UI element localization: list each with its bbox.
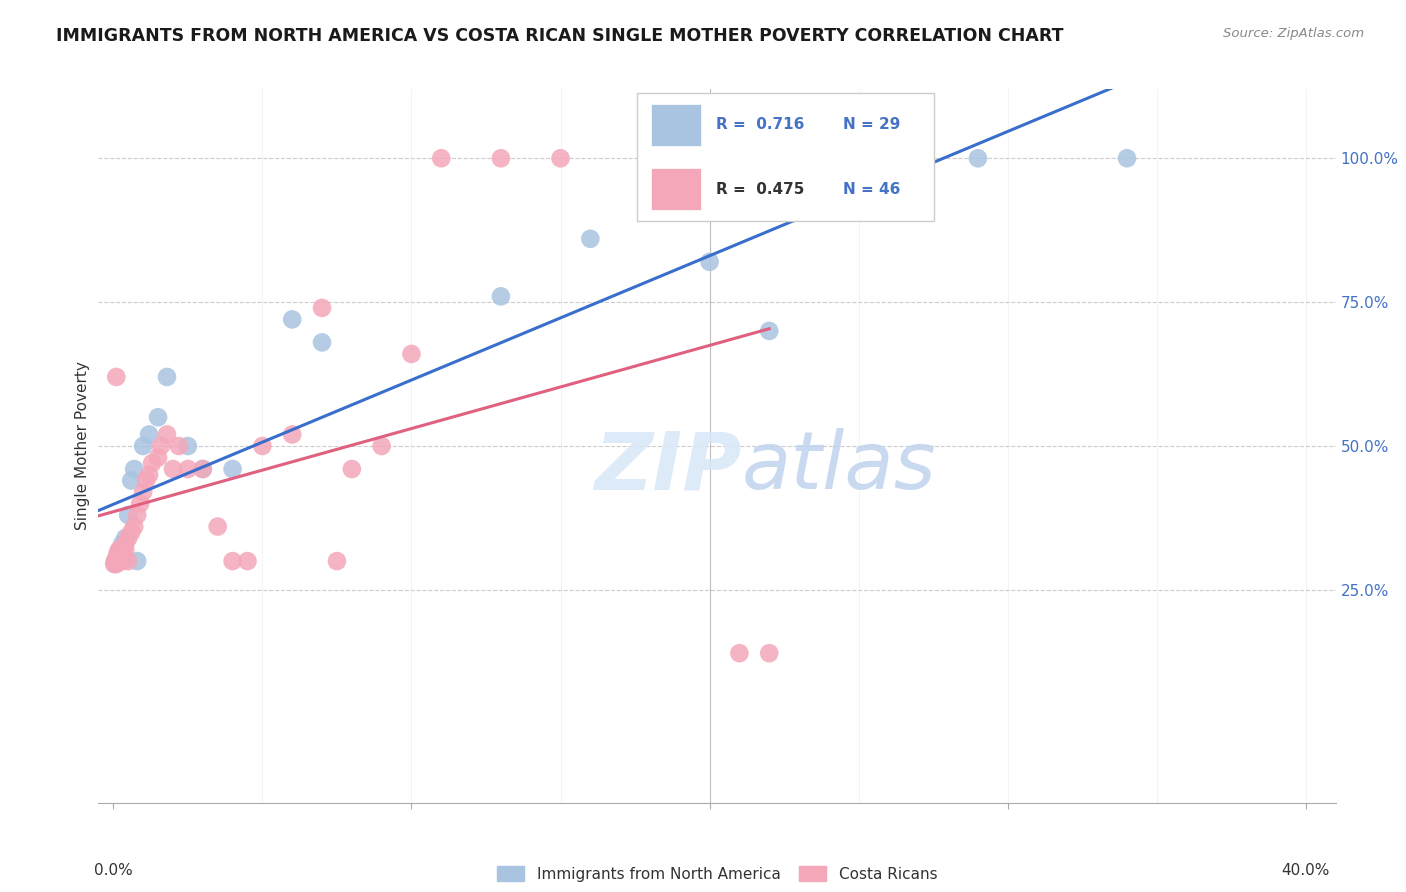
Point [326,554,349,568]
Point [156,427,179,442]
Point [156,370,179,384]
Point [311,301,333,315]
FancyBboxPatch shape [651,169,702,210]
Point [221,462,243,476]
Point [111,554,134,568]
Text: R =  0.716: R = 0.716 [716,118,804,132]
Point [138,467,160,482]
Text: ZIP: ZIP [595,428,742,507]
Point [103,557,125,571]
Point [1116,151,1139,165]
Point [370,439,392,453]
Point [104,554,127,568]
Point [430,151,453,165]
Point [252,439,274,453]
Point [117,554,139,568]
Text: N = 46: N = 46 [844,182,901,196]
Y-axis label: Single Mother Poverty: Single Mother Poverty [75,361,90,531]
Point [138,427,160,442]
Point [114,537,136,551]
Point [311,335,333,350]
Point [281,427,304,442]
Point [489,151,512,165]
Point [236,554,259,568]
Point [141,456,163,470]
Point [638,151,661,165]
Point [111,542,134,557]
Point [167,439,190,453]
Point [132,485,155,500]
Point [281,312,304,326]
FancyBboxPatch shape [637,93,934,221]
Point [122,462,145,476]
Point [117,508,139,522]
Point [191,462,214,476]
Point [105,551,128,566]
Point [127,554,149,568]
Point [550,151,572,165]
Point [120,525,142,540]
Point [135,474,157,488]
Point [207,519,229,533]
Point [107,545,129,559]
Point [107,551,129,566]
Point [129,497,152,511]
Point [104,557,127,571]
Point [105,557,128,571]
Legend: Immigrants from North America, Costa Ricans: Immigrants from North America, Costa Ric… [491,860,943,888]
Point [150,439,173,453]
Text: 0.0%: 0.0% [94,863,132,879]
Point [728,646,751,660]
Text: N = 29: N = 29 [844,118,901,132]
Point [107,549,129,563]
Point [221,554,243,568]
Text: IMMIGRANTS FROM NORTH AMERICA VS COSTA RICAN SINGLE MOTHER POVERTY CORRELATION C: IMMIGRANTS FROM NORTH AMERICA VS COSTA R… [56,27,1064,45]
FancyBboxPatch shape [651,104,702,145]
Point [177,439,200,453]
Text: R =  0.475: R = 0.475 [716,182,804,196]
Point [108,554,131,568]
Point [177,462,200,476]
Point [117,531,139,545]
Point [146,450,169,465]
Point [699,255,721,269]
Point [132,439,155,453]
Point [107,554,129,568]
Point [758,646,780,660]
Point [758,324,780,338]
Point [105,554,128,568]
Point [699,151,721,165]
Point [162,462,184,476]
Point [111,545,134,559]
Point [340,462,363,476]
Point [146,410,169,425]
Point [127,508,149,522]
Point [111,537,134,551]
Point [191,462,214,476]
Text: 40.0%: 40.0% [1282,863,1330,879]
Point [579,232,602,246]
Point [401,347,423,361]
Text: atlas: atlas [742,428,936,507]
Text: Source: ZipAtlas.com: Source: ZipAtlas.com [1223,27,1364,40]
Point [108,542,131,557]
Point [114,531,136,545]
Point [108,554,131,568]
Point [122,519,145,533]
Point [120,474,142,488]
Point [967,151,990,165]
Point [105,370,128,384]
Point [489,289,512,303]
Point [108,545,131,559]
Point [114,542,136,557]
